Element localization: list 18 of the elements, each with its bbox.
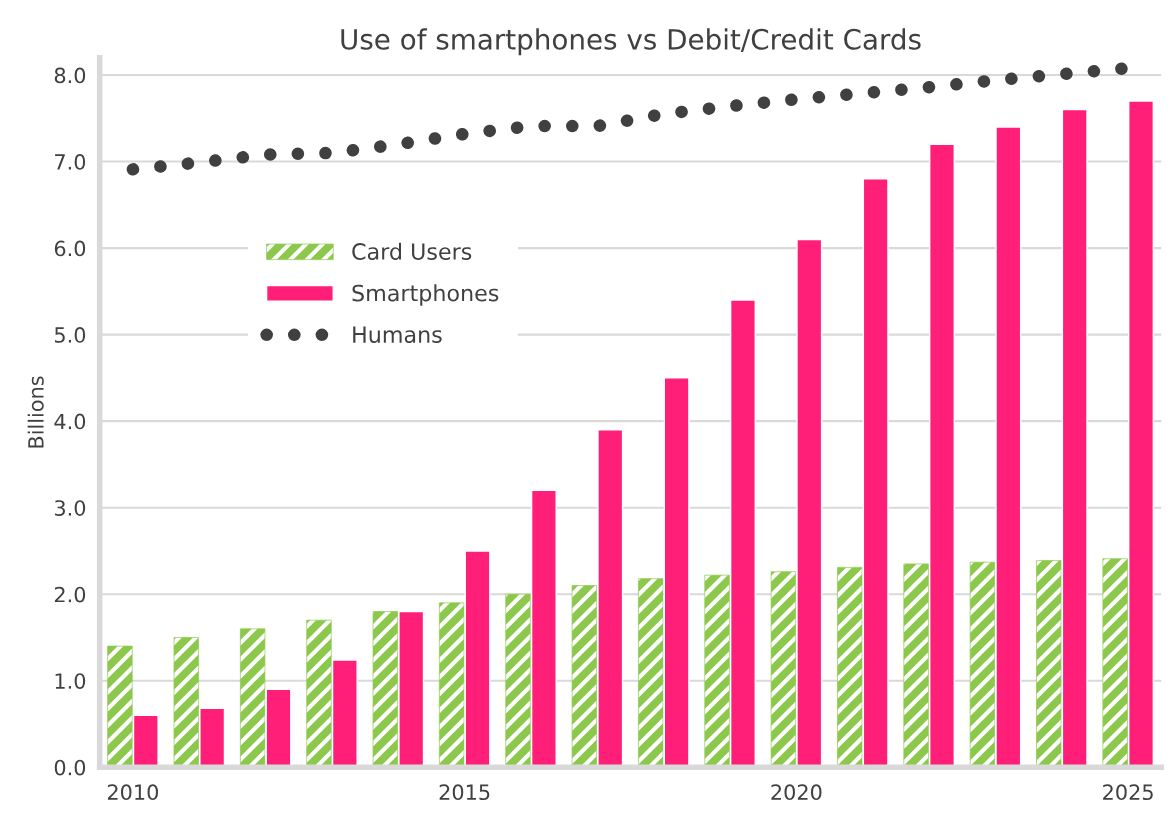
y-tick-label: 4.0 — [54, 413, 86, 430]
x-tick-label: 2025 — [1103, 784, 1153, 801]
x-tick-label: 2020 — [771, 784, 822, 801]
y-tick-label: 8.0 — [54, 67, 86, 84]
legend-label: Humans — [353, 326, 442, 343]
x-tick-label: 2010 — [107, 784, 158, 801]
y-tick-label: 3.0 — [54, 500, 86, 516]
y-tick-label: 1.0 — [55, 673, 86, 689]
y-tick-label: 2.0 — [54, 586, 86, 603]
y-tick-label: 6.0 — [54, 240, 86, 257]
y-tick-label: 5.0 — [54, 327, 86, 343]
legend-label: Smartphones — [352, 284, 499, 306]
y-axis-title: Billions — [27, 376, 44, 448]
legend-label: Card Users — [352, 242, 472, 260]
y-tick-label: 0.0 — [54, 759, 86, 776]
chart-title: Use of smartphones vs Debit/Credit Cards — [341, 28, 921, 56]
x-tick-label: 2015 — [439, 784, 490, 801]
y-tick-label: 7.0 — [55, 154, 86, 170]
